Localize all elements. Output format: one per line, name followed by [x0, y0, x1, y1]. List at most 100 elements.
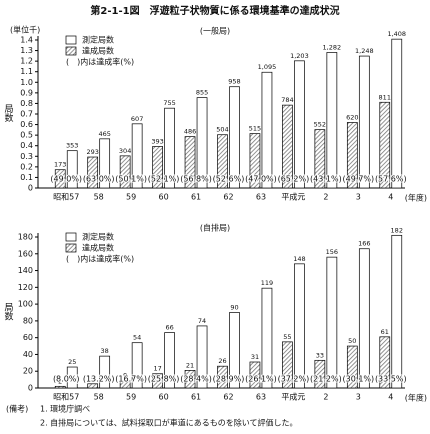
bar: [119, 155, 131, 189]
rate-label: (49.0%): [50, 175, 82, 184]
bar: [294, 60, 305, 189]
value-label: 166: [358, 240, 370, 248]
bar: [87, 156, 99, 189]
value-label: 90: [230, 304, 238, 312]
legend-note: ( )内は達成率(%): [66, 254, 134, 264]
rate-label: (63.0%): [83, 175, 115, 184]
bar: [294, 263, 305, 389]
value-label: 465: [98, 130, 110, 138]
bar: [66, 366, 78, 389]
bar: [379, 336, 391, 389]
legend-label: 達成局数: [82, 46, 114, 56]
value-label: 5: [91, 375, 95, 383]
bar: [391, 38, 403, 189]
value-label: 173: [54, 161, 66, 169]
rate-label: (8.0%): [53, 375, 80, 384]
panel-label: (自排局): [200, 223, 230, 233]
rate-label: (65.2%): [278, 175, 310, 184]
y-tick-label: 0.6: [20, 120, 33, 129]
bar: [131, 123, 143, 189]
y-tick-label: 0.5: [20, 131, 33, 140]
legend-swatch: [65, 46, 77, 56]
bar: [152, 146, 163, 189]
value-label: 25: [68, 358, 76, 366]
value-label: 1,282: [323, 43, 342, 51]
value-label: 304: [119, 147, 131, 155]
value-label: 1,095: [258, 63, 277, 71]
value-label: 119: [261, 279, 273, 287]
y-tick-label: 0.1: [20, 173, 33, 182]
x-tick-label: 2: [323, 193, 328, 202]
rate-label: (47.0%): [245, 175, 277, 184]
value-label: 156: [326, 248, 338, 256]
bar: [119, 380, 131, 389]
y-tick-label: 0.8: [20, 99, 33, 108]
bar: [99, 138, 111, 189]
value-label: 958: [228, 78, 240, 86]
y-tick-label: 1.4: [20, 36, 33, 45]
value-label: 393: [151, 137, 163, 145]
legend-label: 達成局数: [82, 243, 114, 253]
note: 2. 自排局については、試料採取口が車道にあるものを除いて評価した。: [40, 418, 298, 428]
x-tick-label: 4: [388, 393, 393, 402]
bar: [131, 342, 143, 389]
bar: [217, 134, 228, 189]
value-label: 1,408: [387, 30, 406, 38]
y-unit: (単位千): [10, 25, 40, 35]
bar: [314, 129, 326, 189]
y-tick-label: 1.3: [20, 46, 33, 55]
x-axis-label: (年度): [405, 393, 427, 403]
x-tick-label: 3: [356, 193, 361, 202]
value-label: 504: [216, 126, 228, 134]
y-tick-label: 80: [23, 316, 33, 325]
x-tick-label: 62: [223, 193, 233, 202]
rate-label: (16.7%): [115, 375, 147, 384]
value-label: 353: [66, 142, 78, 150]
value-label: 784: [281, 96, 293, 104]
rate-label: (33.5%): [375, 375, 407, 384]
x-tick-label: 4: [388, 193, 393, 202]
bar: [229, 86, 240, 189]
x-tick-label: 59: [126, 193, 136, 202]
rate-label: (30.1%): [342, 375, 374, 384]
value-label: 1,248: [355, 47, 374, 55]
rate-label: (25.8%): [148, 375, 180, 384]
value-label: 2: [58, 377, 62, 385]
y-tick-label: 1.2: [20, 57, 33, 66]
x-tick-label: 平成元: [281, 392, 305, 402]
bar: [66, 150, 78, 189]
rate-label: (57.6%): [375, 175, 407, 184]
y-tick-label: 0.7: [20, 110, 33, 119]
rate-label: (52.6%): [213, 175, 245, 184]
bar: [196, 325, 208, 389]
bar: [184, 136, 196, 189]
bar: [249, 361, 261, 389]
y-tick-label: 0.4: [20, 141, 33, 150]
y-tick-label: 140: [18, 266, 33, 275]
y-tick-label: 0: [28, 384, 33, 393]
value-label: 33: [316, 351, 324, 359]
value-label: 21: [186, 361, 194, 369]
value-label: 38: [101, 347, 109, 355]
bar: [391, 234, 403, 389]
x-tick-label: 61: [191, 393, 201, 402]
rate-label: (56.8%): [180, 175, 212, 184]
y-tick-label: 40: [23, 350, 33, 359]
rate-label: (52.1%): [148, 175, 180, 184]
x-axis-label: (年度): [405, 193, 427, 203]
bar: [99, 355, 111, 389]
rate-label: (49.7%): [342, 175, 374, 184]
x-tick-label: 60: [158, 393, 168, 402]
bar: [379, 101, 391, 189]
rate-label: (28.4%): [180, 375, 212, 384]
rate-label: (28.9%): [213, 375, 245, 384]
x-tick-label: 62: [223, 393, 233, 402]
rate-label: (13.2%): [83, 375, 115, 384]
value-label: 54: [133, 334, 141, 342]
bar: [282, 341, 293, 389]
legend-swatch: [65, 232, 77, 242]
y-tick-label: 120: [18, 283, 33, 292]
value-label: 182: [391, 226, 403, 234]
bar: [164, 107, 175, 189]
y-tick-label: 60: [23, 333, 33, 342]
